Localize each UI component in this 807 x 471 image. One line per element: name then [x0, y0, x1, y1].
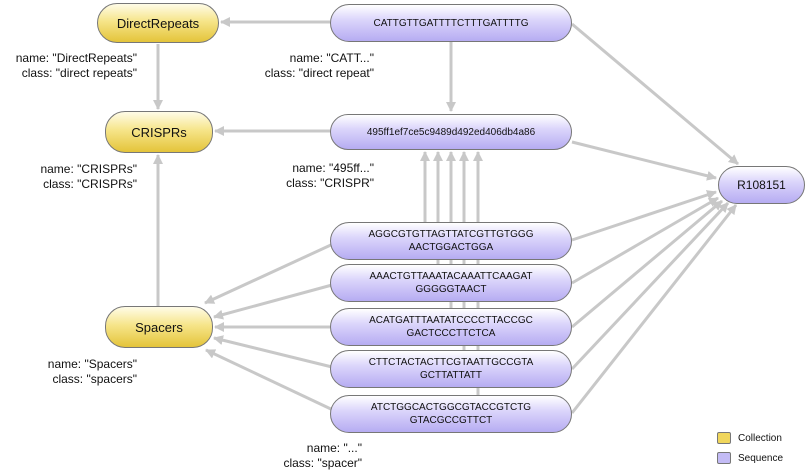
collection-swatch [717, 432, 731, 444]
annotation-class: class: "direct repeats" [21, 66, 137, 80]
spacer-seq-line1: AAACTGTTAAATACAAATTCAAGAT [369, 271, 533, 282]
direct-repeat-sequence-annotation: name: "CATT..." class: "direct repeat" [230, 51, 374, 81]
direct-repeats-annotation: name: "DirectRepeats" class: "direct rep… [0, 51, 137, 81]
spacers-node[interactable]: Spacers [105, 306, 213, 348]
direct-repeat-sequence-text: CATTGTTGATTTTCTTTGATTTTG [373, 17, 529, 29]
spacer-seq-line2: AACTGGACTGGA [408, 242, 494, 253]
annotation-name: name: "DirectRepeats" [15, 51, 137, 65]
direct-repeats-title: DirectRepeats [116, 15, 200, 31]
legend-collection: Collection [717, 432, 782, 444]
edge-s2-to-spacers [213, 283, 333, 320]
annotation-name: name: "Spacers" [47, 357, 137, 371]
edge-dr-to-ref [571, 22, 739, 166]
edge-s4-to-spacers [213, 335, 333, 369]
edge-s4-to-ref [570, 201, 730, 371]
spacer-seq-line1: ACATGATTTAATATCCCCTTACCGC [369, 315, 533, 326]
spacers-annotation: name: "Spacers" class: "spacers" [0, 357, 137, 387]
annotation-name: name: "495ff..." [292, 161, 374, 175]
annotation-class: class: "CRISPRs" [43, 177, 137, 191]
edge-s5-to-spacers [205, 348, 334, 412]
crisprs-node[interactable]: CRISPRs [105, 111, 213, 153]
edge-crispr-to-ref [571, 140, 717, 181]
reference-sequence-node[interactable]: R108151 [718, 166, 805, 204]
annotation-name: name: "CATT..." [289, 51, 374, 65]
legend-sequence: Sequence [717, 452, 783, 464]
crispr-sequence-annotation: name: "495ff..." class: "CRISPR" [250, 161, 374, 191]
spacer-sequence-node[interactable]: AAACTGTTAAATACAAATTCAAGAT GGGGGTAACT [330, 264, 572, 302]
spacer-sequence-node[interactable]: AGGCGTGTTAGTTATCGTTGTGGG AACTGGACTGGA [330, 222, 572, 260]
crispr-sequence-text: 495ff1ef7ce5c9489d492ed406db4a86 [366, 126, 536, 138]
annotation-name: name: "..." [306, 441, 362, 455]
annotation-class: class: "spacer" [283, 456, 362, 470]
spacer-seq-line1: CTTCTACTACTTCGTAATTGCCGTA [368, 357, 534, 368]
edge-s1-to-spacers [204, 242, 334, 305]
annotation-name: name: "CRISPRs" [40, 162, 137, 176]
edge-s3-to-ref [571, 199, 723, 329]
direct-repeat-sequence-node[interactable]: CATTGTTGATTTTCTTTGATTTTG [330, 4, 572, 42]
spacer-seq-line1: AGGCGTGTTAGTTATCGTTGTGGG [368, 229, 534, 240]
spacer-sequence-node[interactable]: CTTCTACTACTTCGTAATTGCCGTA GCTTATTATT [330, 350, 572, 388]
annotation-class: class: "spacers" [52, 372, 137, 386]
spacer-annotation: name: "..." class: "spacer" [250, 441, 362, 471]
spacer-seq-line2: GGGGGTAACT [415, 284, 487, 295]
direct-repeats-node[interactable]: DirectRepeats [97, 3, 219, 43]
legend-collection-label: Collection [738, 432, 782, 444]
spacer-sequence-node[interactable]: ATCTGGCACTGGCGTACCGTCTG GTACGCCGTTCT [330, 395, 572, 433]
crispr-sequence-node[interactable]: 495ff1ef7ce5c9489d492ed406db4a86 [330, 114, 572, 150]
annotation-class: class: "direct repeat" [264, 66, 374, 80]
edge-s1-to-ref [571, 190, 717, 242]
spacer-seq-line2: GCTTATTATT [419, 370, 482, 381]
edge-s2-to-ref [571, 196, 719, 285]
reference-sequence-text: R108151 [737, 177, 786, 192]
spacer-seq-line1: ATCTGGCACTGGCGTACCGTCTG [370, 402, 532, 413]
crisprs-title: CRISPRs [131, 124, 187, 140]
spacer-seq-line2: GACTCCCTTCTCA [406, 328, 496, 339]
edge-s5-to-ref [570, 204, 738, 414]
spacer-sequence-node[interactable]: ACATGATTTAATATCCCCTTACCGC GACTCCCTTCTCA [330, 308, 572, 346]
spacer-seq-line2: GTACGCCGTTCT [409, 415, 493, 426]
legend-sequence-label: Sequence [738, 452, 784, 464]
crisprs-annotation: name: "CRISPRs" class: "CRISPRs" [0, 162, 137, 192]
sequence-swatch [717, 452, 731, 464]
annotation-class: class: "CRISPR" [286, 176, 374, 190]
spacers-title: Spacers [135, 319, 183, 335]
